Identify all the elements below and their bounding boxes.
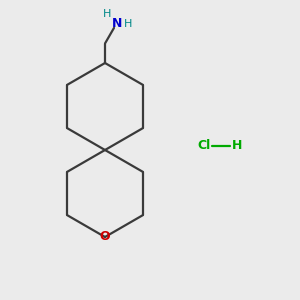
Text: N: N — [112, 17, 122, 31]
Text: H: H — [124, 19, 132, 29]
Text: H: H — [103, 9, 111, 19]
Text: O: O — [100, 230, 110, 244]
Text: Cl: Cl — [197, 139, 211, 152]
Text: H: H — [232, 139, 242, 152]
